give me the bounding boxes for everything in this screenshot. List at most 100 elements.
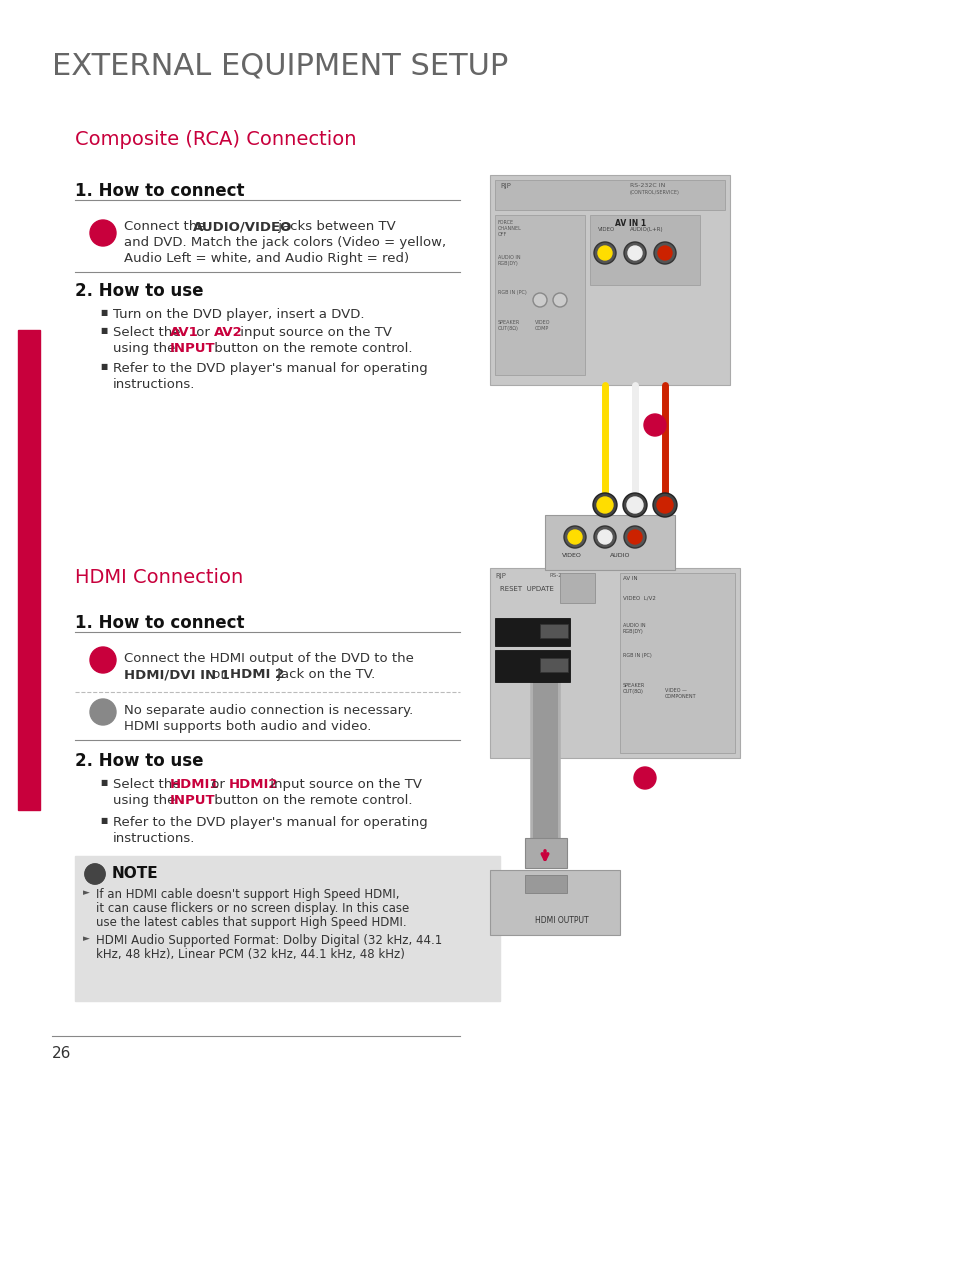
Text: button on the remote control.: button on the remote control.: [210, 342, 412, 355]
FancyBboxPatch shape: [490, 176, 729, 385]
Text: AV IN 1: AV IN 1: [615, 219, 645, 228]
Text: 1. How to connect: 1. How to connect: [75, 614, 244, 632]
Text: i: i: [92, 868, 97, 880]
Text: RS-2...: RS-2...: [550, 572, 567, 577]
Text: /DMIN: /DMIN: [497, 668, 520, 677]
Text: SPEAKER
OUT(8Ω): SPEAKER OUT(8Ω): [622, 683, 644, 693]
Text: AUDIO IN
RGB(DY): AUDIO IN RGB(DY): [622, 623, 645, 633]
Circle shape: [652, 494, 677, 516]
Text: 1: 1: [535, 658, 541, 668]
Text: kHz, 48 kHz), Linear PCM (32 kHz, 44.1 kHz, 48 kHz): kHz, 48 kHz), Linear PCM (32 kHz, 44.1 k…: [96, 948, 404, 962]
FancyBboxPatch shape: [495, 215, 584, 375]
Text: HDMI Connection: HDMI Connection: [75, 569, 243, 586]
Text: AUDIO/VIDEO: AUDIO/VIDEO: [193, 220, 292, 233]
Text: HDMI supports both audio and video.: HDMI supports both audio and video.: [124, 720, 371, 733]
Text: 26: 26: [52, 1046, 71, 1061]
Text: 1: 1: [98, 226, 108, 239]
FancyBboxPatch shape: [75, 856, 499, 1001]
Text: VIDEO —
COMPONENT: VIDEO — COMPONENT: [664, 688, 696, 698]
Text: using the: using the: [112, 342, 179, 355]
Circle shape: [563, 527, 585, 548]
Text: HDMI: HDMI: [497, 625, 529, 633]
Text: INPUT: INPUT: [170, 342, 215, 355]
Text: RS-232C IN: RS-232C IN: [629, 183, 664, 188]
Text: 1: 1: [640, 773, 648, 784]
Text: Refer to the DVD player's manual for operating: Refer to the DVD player's manual for ope…: [112, 363, 427, 375]
Circle shape: [90, 220, 116, 245]
Text: using the: using the: [112, 794, 179, 806]
Text: ◔: ◔: [88, 865, 102, 883]
Text: FORCE
CHANNEL
OFF: FORCE CHANNEL OFF: [497, 220, 521, 237]
Circle shape: [90, 647, 116, 673]
Text: jack on the TV.: jack on the TV.: [273, 668, 375, 681]
FancyBboxPatch shape: [18, 329, 40, 810]
Text: HDMI OUTPUT: HDMI OUTPUT: [535, 916, 588, 925]
Text: 1. How to connect: 1. How to connect: [75, 182, 244, 200]
Circle shape: [627, 530, 641, 544]
FancyBboxPatch shape: [539, 658, 567, 672]
FancyBboxPatch shape: [539, 625, 567, 639]
Circle shape: [85, 864, 105, 884]
Text: 2. How to use: 2. How to use: [75, 282, 203, 300]
FancyBboxPatch shape: [589, 215, 700, 285]
FancyBboxPatch shape: [544, 515, 675, 570]
FancyBboxPatch shape: [619, 572, 734, 753]
Circle shape: [627, 245, 641, 259]
Circle shape: [654, 242, 676, 265]
Text: and DVD. Match the jack colors (Video = yellow,: and DVD. Match the jack colors (Video = …: [124, 237, 446, 249]
Circle shape: [658, 245, 671, 259]
Text: ■: ■: [100, 363, 107, 371]
Text: ►: ►: [83, 888, 90, 897]
Text: ■: ■: [100, 326, 107, 335]
Text: Refer to the DVD player's manual for operating: Refer to the DVD player's manual for ope…: [112, 817, 427, 829]
Circle shape: [623, 242, 645, 265]
Text: 1: 1: [98, 654, 108, 667]
Text: or: or: [207, 778, 229, 791]
Text: No separate audio connection is necessary.: No separate audio connection is necessar…: [124, 703, 413, 717]
Circle shape: [622, 494, 646, 516]
Text: Select the: Select the: [112, 326, 185, 340]
FancyBboxPatch shape: [524, 875, 566, 893]
Text: HDMI 2: HDMI 2: [230, 668, 284, 681]
Circle shape: [597, 497, 613, 513]
Text: INPUT: INPUT: [170, 794, 215, 806]
Text: 2: 2: [535, 625, 541, 633]
Text: SPEAKER
OUT(8Ω): SPEAKER OUT(8Ω): [497, 321, 519, 331]
Text: VIDEO  L/V2: VIDEO L/V2: [622, 597, 655, 600]
FancyBboxPatch shape: [490, 569, 740, 758]
Text: ►: ►: [83, 934, 90, 943]
Text: If an HDMI cable doesn't support High Speed HDMI,: If an HDMI cable doesn't support High Sp…: [96, 888, 399, 901]
Text: HDMI2: HDMI2: [229, 778, 278, 791]
Text: HDMI Audio Supported Format: Dolby Digital (32 kHz, 44.1: HDMI Audio Supported Format: Dolby Digit…: [96, 934, 442, 946]
Circle shape: [594, 527, 616, 548]
Text: VIDEO
COMP: VIDEO COMP: [535, 321, 550, 331]
Circle shape: [634, 767, 656, 789]
Text: Turn on the DVD player, insert a DVD.: Turn on the DVD player, insert a DVD.: [112, 308, 364, 321]
Text: Connect the HDMI output of the DVD to the: Connect the HDMI output of the DVD to th…: [124, 653, 414, 665]
FancyBboxPatch shape: [495, 618, 569, 646]
Circle shape: [598, 530, 612, 544]
Text: AV2: AV2: [213, 326, 242, 340]
Circle shape: [657, 497, 672, 513]
Text: RGB IN (PC): RGB IN (PC): [622, 653, 651, 658]
Text: 1: 1: [651, 420, 659, 430]
Circle shape: [594, 242, 616, 265]
Text: ■: ■: [100, 308, 107, 317]
Text: 2. How to use: 2. How to use: [75, 752, 203, 770]
Text: ■: ■: [100, 778, 107, 787]
Text: RJP: RJP: [495, 572, 505, 579]
Text: it can cause flickers or no screen display. In this case: it can cause flickers or no screen displ…: [96, 902, 409, 915]
Text: EXTERNAL EQUIPMENT SETUP: EXTERNAL EQUIPMENT SETUP: [52, 52, 508, 81]
Circle shape: [90, 700, 116, 725]
Text: instructions.: instructions.: [112, 832, 195, 845]
Text: (CONTROL/SERVICE): (CONTROL/SERVICE): [629, 190, 679, 195]
Text: NOTE: NOTE: [112, 866, 158, 881]
Circle shape: [643, 413, 665, 436]
Circle shape: [623, 527, 645, 548]
Circle shape: [85, 864, 105, 884]
Text: AUDIO(L+R): AUDIO(L+R): [629, 226, 663, 232]
Text: EXTERNAL EQUIPMENT SETUP: EXTERNAL EQUIPMENT SETUP: [24, 644, 34, 790]
Text: Composite (RCA) Connection: Composite (RCA) Connection: [75, 130, 356, 149]
Text: input source on the TV: input source on the TV: [235, 326, 392, 340]
FancyBboxPatch shape: [559, 572, 595, 603]
